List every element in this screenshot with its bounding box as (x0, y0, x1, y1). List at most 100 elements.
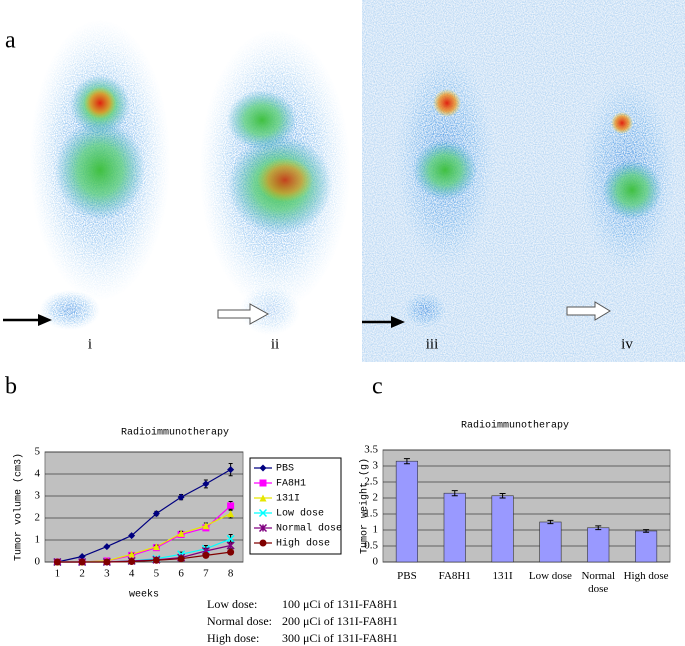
marker (128, 550, 136, 558)
marker (202, 480, 210, 488)
y-tick-label: 1 (373, 524, 379, 536)
plot-area (382, 449, 671, 563)
x-tick-label: PBS (397, 570, 417, 582)
y-tick-label: 0 (373, 556, 379, 568)
image-label: ii (271, 336, 279, 352)
marker (152, 510, 160, 518)
error-bar (403, 458, 410, 465)
image-label: iii (426, 336, 439, 352)
marker (227, 466, 235, 474)
error-bar (547, 519, 554, 525)
legend-marker (258, 508, 268, 518)
y-tick-label: 4 (35, 468, 41, 480)
marker (128, 558, 136, 566)
x-tick-label: Low dose (528, 570, 572, 582)
y-axis-label: Tumor volume (cm3) (13, 453, 25, 561)
marker (177, 555, 185, 563)
legend-label: Low dose (276, 508, 324, 520)
bar (443, 492, 466, 563)
y-tick-label: 2 (35, 512, 41, 524)
note-label: High dose: (207, 631, 259, 645)
y-tick-label: 0.5 (364, 540, 378, 552)
bar (587, 527, 610, 563)
panel-label: a (5, 28, 16, 54)
legend-marker (259, 539, 267, 547)
marker (227, 502, 235, 510)
y-tick-label: 0 (35, 556, 41, 568)
x-tick-label: FA8H1 (438, 570, 471, 582)
note-label: Low dose: (207, 597, 257, 611)
legend-marker (259, 464, 267, 472)
series-line (57, 551, 231, 563)
note-value: 300 μCi of 131I-FA8H1 (282, 631, 398, 645)
marker (227, 548, 235, 556)
note-label: Normal dose: (207, 614, 272, 628)
legend-marker (258, 523, 268, 533)
x-tick-label: Normal dose (581, 570, 616, 595)
y-tick-label: 1 (35, 534, 41, 546)
legend-label: Normal dose (276, 523, 342, 535)
marker (78, 553, 86, 560)
marker (202, 551, 210, 559)
panel-label: b (5, 374, 17, 400)
x-tick-label: 5 (154, 568, 160, 580)
marker (152, 556, 160, 564)
marker (177, 493, 185, 501)
y-tick-label: 3 (373, 460, 379, 472)
error-bar (451, 490, 458, 497)
marker (103, 543, 111, 551)
plot-area (44, 451, 244, 563)
error-bar (499, 493, 506, 499)
bar (635, 530, 658, 563)
marker (202, 522, 210, 530)
note-value: 200 μCi of 131I-FA8H1 (282, 614, 398, 628)
legend-box (249, 457, 342, 555)
image-label: iv (621, 336, 633, 352)
marker (53, 558, 61, 566)
x-tick-label: 4 (129, 568, 135, 580)
legend-label: PBS (276, 464, 294, 475)
note-value: 100 μCi of 131I-FA8H1 (282, 597, 398, 611)
y-tick-label: 3.5 (364, 444, 378, 456)
bar (395, 460, 418, 563)
y-tick-label: 3 (35, 490, 41, 502)
x-tick-label: 7 (203, 568, 209, 580)
chart-title: Radioimmunotherapy (461, 420, 569, 432)
x-tick-label: 131I (492, 570, 513, 582)
marker (226, 534, 235, 543)
chart-title: Radioimmunotherapy (121, 427, 229, 439)
y-tick-label: 2 (373, 492, 379, 504)
legend-label: 131I (276, 494, 300, 505)
scan-image-right (362, 0, 685, 362)
y-axis-label: Tumor weight (g) (359, 458, 371, 554)
y-tick-label: 5 (35, 446, 41, 458)
x-tick-label: 3 (104, 568, 110, 580)
legend-marker (259, 494, 267, 502)
legend-label: High dose (276, 538, 330, 550)
bar (539, 521, 562, 563)
legend-label: FA8H1 (276, 479, 306, 490)
scan-image-left (0, 0, 350, 362)
error-bar (595, 525, 602, 531)
x-tick-label: High dose (623, 570, 669, 582)
marker (128, 532, 136, 540)
marker (152, 543, 160, 551)
marker (226, 541, 235, 550)
y-tick-label: 1.5 (364, 508, 378, 520)
x-tick-label: 8 (228, 568, 234, 580)
arrows (3, 301, 611, 328)
x-tick-label: 6 (178, 568, 184, 580)
marker (78, 558, 86, 566)
image-label: i (88, 336, 92, 352)
panel-label: c (372, 374, 383, 400)
x-tick-label: 1 (55, 568, 61, 580)
legend-marker (259, 479, 267, 487)
series-line (57, 469, 231, 563)
x-tick-label: 2 (79, 568, 85, 580)
marker (103, 558, 111, 566)
y-tick-label: 2.5 (364, 476, 378, 488)
x-axis-label: weeks (129, 589, 159, 601)
bar (491, 495, 514, 563)
